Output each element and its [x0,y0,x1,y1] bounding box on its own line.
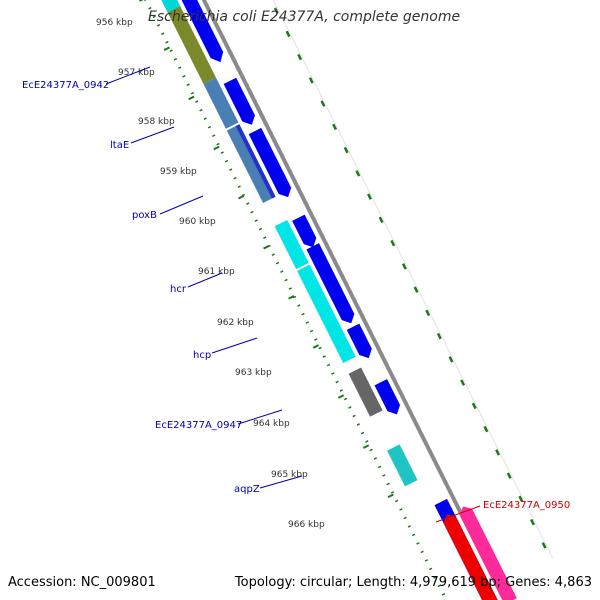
gene-label[interactable]: hcp [193,350,211,361]
gene-labels: EcE24377A_0942 ltaE poxB hcr hcp EcE2437… [22,80,570,511]
scale-dotted-line [126,0,453,600]
tick-label: 958 kbp [138,117,175,127]
gene-forward-3 [248,127,292,198]
outer-light-line [229,0,554,559]
outer-dashed-line [227,0,552,560]
gene-label[interactable]: poxB [132,210,157,221]
gene-reverse-cyan-hcr [274,219,309,270]
tick-label: 957 kbp [118,68,155,78]
accession-text: Accession: NC_009801 [8,575,156,590]
gene-label[interactable]: EcE24377A_0942 [22,80,109,91]
tick-label: 960 kbp [179,217,216,227]
gene-label[interactable]: EcE24377A_0950 [483,500,570,511]
gene-reverse-cyan-hcp [297,264,356,364]
tick-labels: 956 kbp 957 kbp 958 kbp 959 kbp 960 kbp … [96,18,325,530]
gene-label[interactable]: EcE24377A_0947 [155,420,242,431]
tick-label: 966 kbp [288,520,325,530]
gene-reverse-blue-strip [235,124,276,199]
tick-label: 959 kbp [160,167,197,177]
map-title: Escherichia coli E24377A, complete genom… [148,9,461,25]
tick-label: 962 kbp [217,318,254,328]
tick-marks [139,0,394,499]
tick-label: 961 kbp [198,267,235,277]
gene-reverse-blue-2 [226,124,276,203]
gene-label[interactable]: aqpZ [234,484,260,495]
genome-summary-text: Topology: circular; Length: 4,979,619 bp… [234,575,592,590]
gene-forward-4 [292,214,317,248]
gene-highlight-red [443,514,501,600]
gene-forward-6 [346,323,372,359]
gene-reverse-olive [140,0,217,85]
gene-highlight-pink [459,506,517,600]
gene-leader-lines [105,66,481,523]
tick-label: 956 kbp [96,18,133,28]
genome-band [126,0,554,600]
backbone-line [164,0,499,587]
tick-label: 965 kbp [271,470,308,480]
gene-forward-2 [223,77,255,125]
gene-reverse-gray [348,367,383,417]
gene-label[interactable]: hcr [170,284,187,295]
tick-label: 964 kbp [253,419,290,429]
gene-reverse-cyan-aqpz [387,444,418,487]
gene-forward-1 [156,0,224,63]
tick-label: 963 kbp [235,368,272,378]
gene-forward-7 [374,379,401,415]
gene-label[interactable]: ltaE [110,140,129,151]
gene-reverse-blue-1 [203,77,239,129]
gene-forward-5 [306,243,355,324]
